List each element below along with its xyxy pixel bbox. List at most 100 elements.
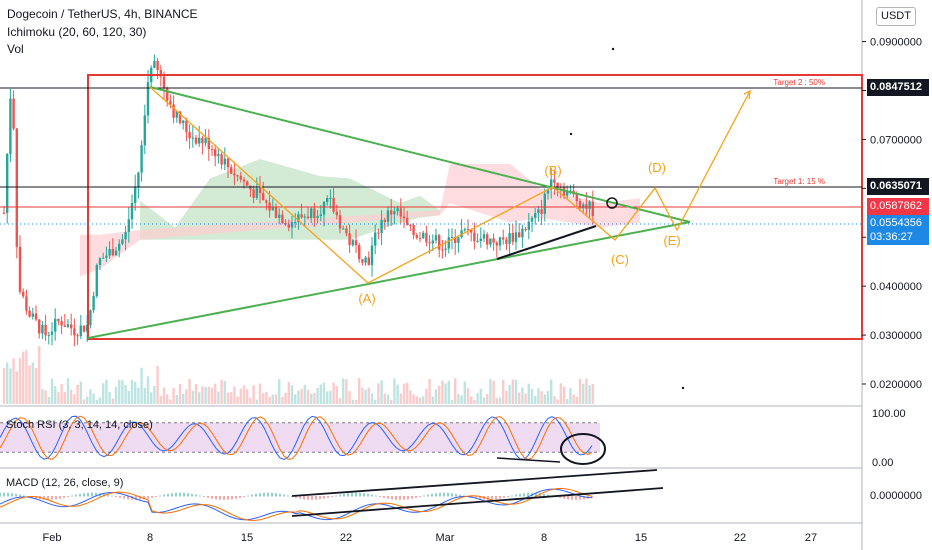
macd-histogram-bar: [579, 496, 581, 500]
time-tick-label: 22: [734, 532, 746, 544]
volume-bar: [306, 390, 310, 404]
volume-bar: [303, 384, 306, 404]
candle-body: [271, 207, 274, 211]
currency-button[interactable]: USDT: [876, 7, 916, 26]
candle-body: [482, 234, 486, 239]
macd-histogram-bar: [299, 496, 301, 499]
macd-histogram-bar: [539, 493, 541, 497]
candle-body: [169, 100, 172, 105]
candle-body: [153, 60, 156, 68]
volume-bar: [18, 357, 22, 404]
time-axis[interactable]: Feb 8 15 22 Mar 8 15 22 27: [43, 532, 818, 544]
volume-legend[interactable]: Vol: [7, 42, 24, 56]
time-tick-label: 15: [241, 532, 253, 544]
candle-body: [521, 228, 524, 238]
symbol-title[interactable]: Dogecoin / TetherUS, 4h, BINANCE: [7, 7, 198, 21]
volume-bar: [361, 387, 364, 404]
wave-label: (B): [544, 163, 561, 178]
volume-bar: [502, 379, 505, 404]
volume-bar: [207, 386, 210, 404]
candle-body: [434, 235, 438, 241]
volume-bar: [489, 379, 492, 404]
volume-bar: [230, 392, 233, 404]
candle-body: [556, 182, 559, 187]
candle-body: [258, 188, 262, 194]
volume-bar: [498, 397, 502, 404]
volume-bar: [553, 396, 556, 404]
macd-histogram-bar: [91, 492, 93, 497]
macd-histogram-bar: [355, 492, 357, 497]
macd-histogram-bar: [59, 496, 61, 499]
volume-bar: [44, 390, 47, 404]
candle-body: [457, 237, 460, 243]
time-tick-label: 15: [635, 532, 647, 544]
macd-histogram-bar: [439, 492, 441, 497]
candle-body: [111, 249, 114, 256]
volume-bar: [105, 379, 108, 404]
candle-body: [239, 175, 242, 180]
volume-bar: [178, 383, 182, 404]
candle-body: [319, 214, 322, 216]
macd-histogram-bar: [119, 496, 121, 498]
candle-body: [508, 233, 511, 244]
macd-histogram-bar: [291, 496, 293, 498]
volume-bar: [54, 385, 57, 404]
macd-histogram-bar: [447, 492, 449, 497]
volume-bar: [326, 391, 329, 404]
volume-bar: [204, 387, 207, 404]
candle-body: [57, 318, 60, 322]
volume-bar: [111, 398, 114, 404]
target2-label: Target 2 : 50%: [773, 78, 825, 87]
volume-bar: [127, 390, 130, 404]
volume-bar: [511, 379, 514, 404]
candle-body: [44, 325, 47, 336]
price-axis[interactable]: 0.09000000.08000000.07000000.06000000.05…: [862, 37, 922, 502]
macd-panel: MACD (12, 26, close, 9): [0, 469, 664, 521]
candle-body: [255, 188, 258, 198]
candle-body: [486, 234, 489, 245]
volume-bar: [514, 379, 518, 404]
macd-histogram-bar: [259, 493, 261, 497]
macd-histogram-bar: [219, 496, 221, 500]
time-tick-label: 8: [147, 532, 153, 544]
price-tick-label: 0.0400000: [870, 281, 922, 293]
macd-histogram-bar: [319, 496, 321, 500]
macd-histogram-bar: [199, 495, 201, 497]
candle-body: [495, 242, 498, 246]
volume-bar: [9, 368, 12, 404]
candle-body: [82, 325, 86, 332]
candle-body: [102, 257, 105, 259]
volume-bar: [566, 398, 569, 404]
volume-bar: [578, 378, 582, 404]
macd-histogram-bar: [511, 495, 513, 497]
volume-bar: [194, 384, 198, 404]
red-level-price-tag: 0.0587862: [867, 198, 929, 215]
candle-body: [118, 243, 121, 251]
ichimoku-legend[interactable]: Ichimoku (20, 60, 120, 30): [7, 25, 147, 39]
candle-body: [124, 231, 127, 240]
macd-histogram-bar: [0, 492, 1, 497]
volume-bar: [220, 379, 223, 404]
volume-bar: [374, 399, 377, 404]
volume-bar: [233, 386, 236, 404]
support-trendline: [496, 225, 597, 260]
candle-body: [358, 245, 361, 260]
candle-body: [108, 249, 111, 256]
candle-body: [431, 240, 434, 244]
macd-histogram-bar: [335, 495, 337, 497]
macd-histogram-bar: [71, 495, 73, 497]
macd-histogram-bar: [591, 496, 593, 498]
candle-body: [540, 209, 543, 214]
candle-body: [354, 240, 358, 246]
stray-dot: [681, 386, 685, 390]
macd-histogram-bar: [407, 496, 409, 500]
macd-histogram-bar: [171, 493, 173, 497]
target1-label: Target 1: 15 %: [773, 177, 825, 186]
volume-bar: [290, 385, 294, 404]
candle-body: [332, 197, 335, 212]
macd-histogram-bar: [79, 493, 81, 497]
macd-histogram-bar: [455, 493, 457, 497]
macd-histogram-bar: [203, 496, 205, 498]
volume-bar: [150, 392, 153, 404]
